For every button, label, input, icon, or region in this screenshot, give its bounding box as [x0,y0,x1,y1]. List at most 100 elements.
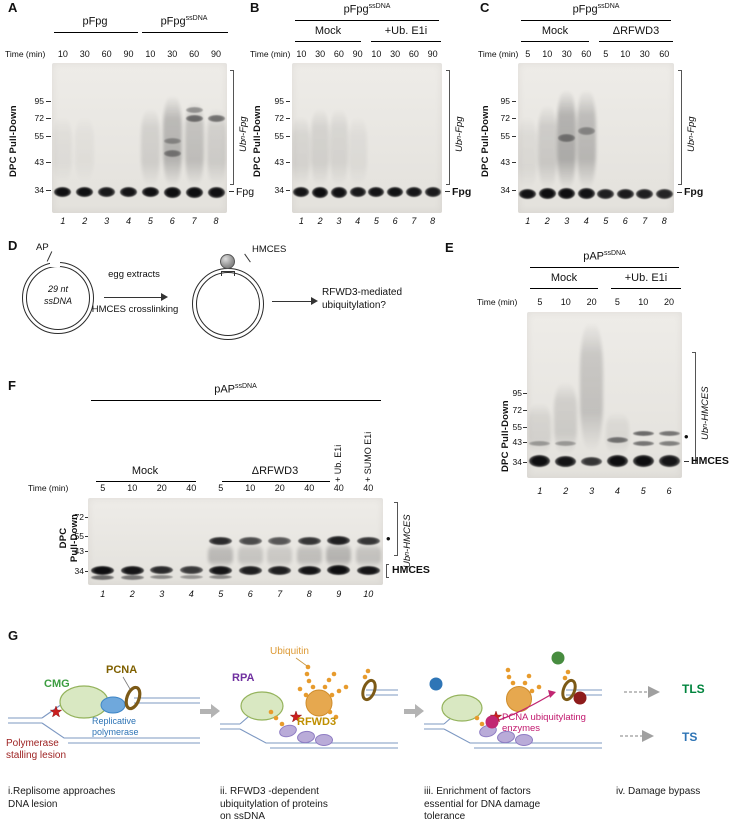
hmces-label: HMCES [252,244,287,255]
panel-d: D AP 29 nt ssDNA egg extracts HMCES cros… [8,238,433,373]
lane-time: 90 [427,49,438,59]
time-values-row: 5 10 30 60 5 10 30 60 [518,49,674,59]
header-rule [222,481,330,482]
ubn-bracket [678,70,682,185]
mw-tick [523,393,527,394]
ts-arrow-head [642,730,654,742]
lane-number: 8 [661,216,667,226]
header-rule [611,288,681,289]
mw-tick [85,517,88,518]
time-values-row: 10 30 60 90 10 30 60 90 [292,49,442,59]
mw-tick [85,536,88,537]
lane-number: 3 [336,216,342,226]
panel-f-group2-header: ΔRFWD3 [251,465,299,477]
mw-marker: 34 [500,185,510,195]
band-dash [677,192,682,194]
mw-tick [286,118,290,119]
lane-number: 6 [622,216,628,226]
ubn-hmces-label: Ubn-HMCES [700,386,711,440]
header-rule [599,41,673,42]
panel-e-group2-header: +Ub. E1i [624,272,668,284]
lane-number: 4 [583,216,589,226]
mw-tick [512,136,516,137]
band-dash [684,461,689,463]
caption-stage-2: ii. RFWD3 -dependent ubiquitylation of p… [220,786,328,822]
mw-marker: 95 [274,96,284,106]
mw-marker: 72 [34,113,44,123]
hmces-band-label: HMCES [691,455,729,467]
caption-stage-3: iii. Enrichment of factors essential for… [424,786,541,822]
panel-c-group1-header: Mock [541,25,569,37]
time-values-row: 5 10 20 40 5 10 20 40 40 40 [88,483,383,493]
gel-blot-e [527,312,682,478]
mw-marker: 34 [274,185,284,195]
cmg-oval [59,685,109,719]
lane-number: 4 [126,216,132,226]
mw-marker: 34 [74,566,84,576]
panel-a-label: A [8,0,18,15]
lane-number: 7 [277,589,283,599]
rpa-label: RPA [232,672,255,684]
mw-tick [523,462,527,463]
lane-time: 40 [333,483,344,493]
lane-time: 40 [363,483,374,493]
mw-tick [46,136,51,137]
mw-tick [512,101,516,102]
lane-time: 5 [100,483,106,493]
mw-tick [523,427,527,428]
fpg-band-label: Fpg [452,186,472,198]
mw-tick [46,118,51,119]
ubiquitin-pointer [295,657,308,667]
lane-number: 8 [430,216,436,226]
panel-f-label: F [8,378,16,393]
lane-number: 3 [589,486,595,496]
mw-marker: 43 [274,157,284,167]
gel-blot-b [292,63,442,213]
lane-number: 3 [159,589,165,599]
arrow-head [211,704,220,718]
mw-marker: 95 [512,388,522,398]
time-label: Time (min) [28,483,69,493]
lane-time: 20 [664,297,675,307]
mw-marker: 34 [34,185,44,195]
header-rule [54,32,138,33]
lane-number: 3 [564,216,570,226]
lane-time: 20 [156,483,167,493]
rfwd3-blob [305,689,333,717]
lane-number: 1 [298,216,304,226]
lane-time: 60 [189,49,200,59]
time-label: Time (min) [477,297,518,307]
ubn-fpg-label: Ubn-Fpg [238,116,249,152]
lane-number: 2 [544,216,550,226]
ubn-hmces-label: Ubn-HMCES [402,514,413,568]
cmg-label: CMG [44,678,70,690]
header-rule [295,41,361,42]
lane-number: 2 [563,486,569,496]
arrow-stem [404,709,415,714]
lane-time: 60 [581,49,592,59]
lane-time: 10 [145,49,156,59]
dpc-pulldown-label: DPC Pull-Down [252,105,263,177]
ts-label: TS [682,730,698,744]
mw-marker: 43 [512,437,522,447]
band-dash [229,191,234,193]
lane-number: 7 [191,216,197,226]
pcna-label: PCNA [106,664,138,676]
lane-time: 5 [614,297,620,307]
stage-4-drawing [620,686,660,742]
lane-numbers-row: 1 2 3 4 5 6 7 8 [52,216,227,226]
header-rule [142,32,228,33]
dna-lines [8,697,200,744]
mw-marker: 55 [274,131,284,141]
lane-time: 5 [537,297,543,307]
factor-dot-darkred [573,691,587,705]
mw-t tick [512,118,516,119]
lane-numbers-row: 1 2 3 4 5 6 7 8 [518,216,674,226]
cmg-oval [240,691,284,721]
crosslink-bracket [221,271,235,276]
lane-time: 30 [79,49,90,59]
lane-time: 10 [542,49,553,59]
lane-time: 30 [639,49,650,59]
lane-time: 10 [127,483,138,493]
stage-1-drawing [8,676,200,744]
